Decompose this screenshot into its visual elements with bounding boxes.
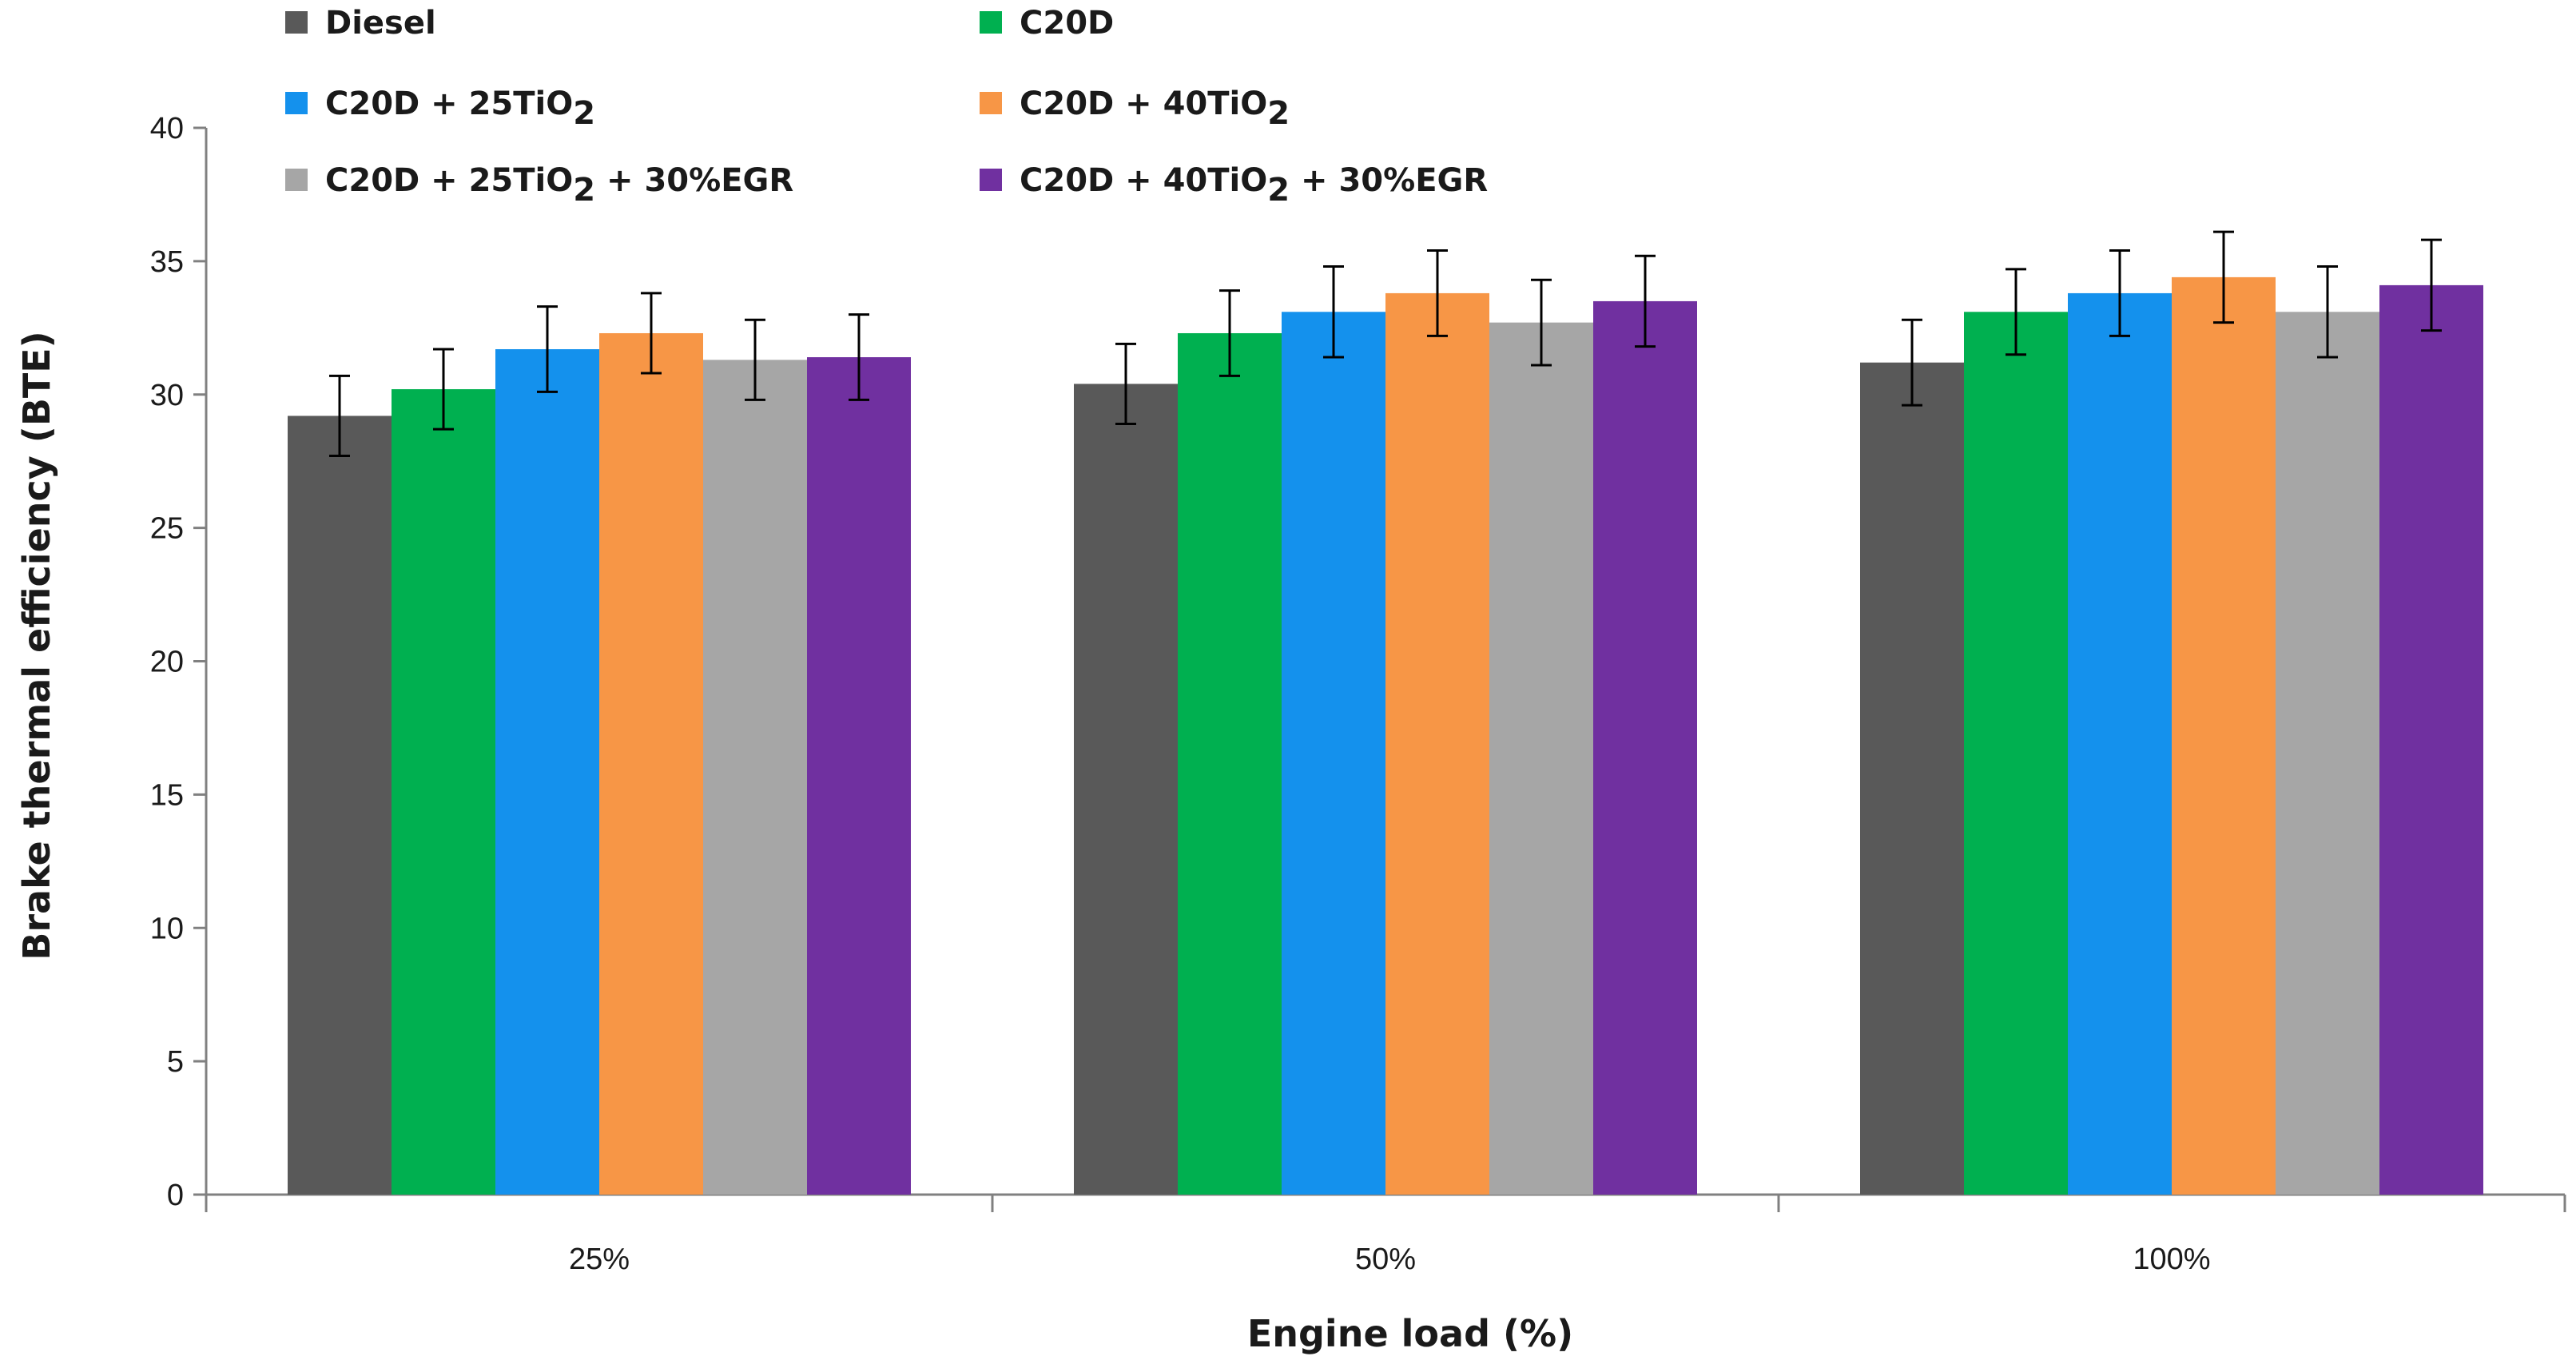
- bar: [392, 389, 495, 1195]
- y-tick-label: 0: [167, 1179, 184, 1212]
- bar: [1964, 312, 2068, 1195]
- chart-legend: Diesel C20D C20D + 25TiO2 C20D + 40TiO2 C20D…: [285, 5, 1488, 209]
- bar: [288, 416, 392, 1195]
- y-tick-label: 15: [150, 778, 184, 812]
- bar: [1282, 312, 1385, 1195]
- x-axis: 25% 50% 100%: [205, 1193, 2566, 1276]
- y-tick-label: 5: [167, 1045, 184, 1079]
- legend-label: C20D + 40TiO2 + 30%EGR: [1020, 162, 1488, 209]
- y-axis: 0 5 10 15 20 25 30 35 40: [150, 112, 208, 1212]
- legend-swatch: [980, 92, 1002, 114]
- bar: [2068, 292, 2172, 1195]
- bar: [1489, 322, 1593, 1195]
- bar-series-group: [288, 276, 2483, 1195]
- bar: [2379, 284, 2483, 1195]
- bar: [2172, 276, 2276, 1195]
- legend-label: C20D + 25TiO2 + 30%EGR: [325, 162, 793, 209]
- y-tick-label: 10: [150, 912, 184, 945]
- x-tick-label: 25%: [569, 1243, 630, 1276]
- legend-swatch: [285, 92, 308, 114]
- bar: [1860, 362, 1964, 1195]
- y-tick-label: 35: [150, 245, 184, 279]
- bar: [1074, 384, 1178, 1195]
- bar: [807, 357, 911, 1195]
- bar: [2276, 312, 2379, 1195]
- legend-swatch: [980, 11, 1002, 34]
- y-tick-label: 25: [150, 512, 184, 546]
- legend-swatch: [980, 169, 1002, 191]
- bar: [495, 349, 599, 1195]
- y-tick-label: 30: [150, 379, 184, 412]
- bar: [1178, 332, 1282, 1195]
- y-tick-label: 40: [150, 112, 184, 145]
- y-axis-title: Brake thermal efficiency (BTE): [15, 331, 58, 960]
- y-tick-label: 20: [150, 646, 184, 679]
- bar: [599, 332, 703, 1195]
- legend-label: C20D + 40TiO2: [1020, 86, 1290, 132]
- legend-swatch: [285, 11, 308, 34]
- legend-swatch: [285, 169, 308, 191]
- legend-label: C20D + 25TiO2: [325, 86, 595, 132]
- error-bar-group: [329, 230, 2442, 458]
- x-tick-label: 100%: [2133, 1243, 2210, 1276]
- bar: [703, 360, 807, 1195]
- x-tick-label: 50%: [1355, 1243, 1416, 1276]
- x-axis-title: Engine load (%): [1247, 1312, 1573, 1355]
- legend-label: Diesel: [325, 5, 436, 42]
- bar: [1385, 292, 1489, 1195]
- legend-label: C20D: [1020, 5, 1114, 42]
- bar: [1593, 300, 1697, 1195]
